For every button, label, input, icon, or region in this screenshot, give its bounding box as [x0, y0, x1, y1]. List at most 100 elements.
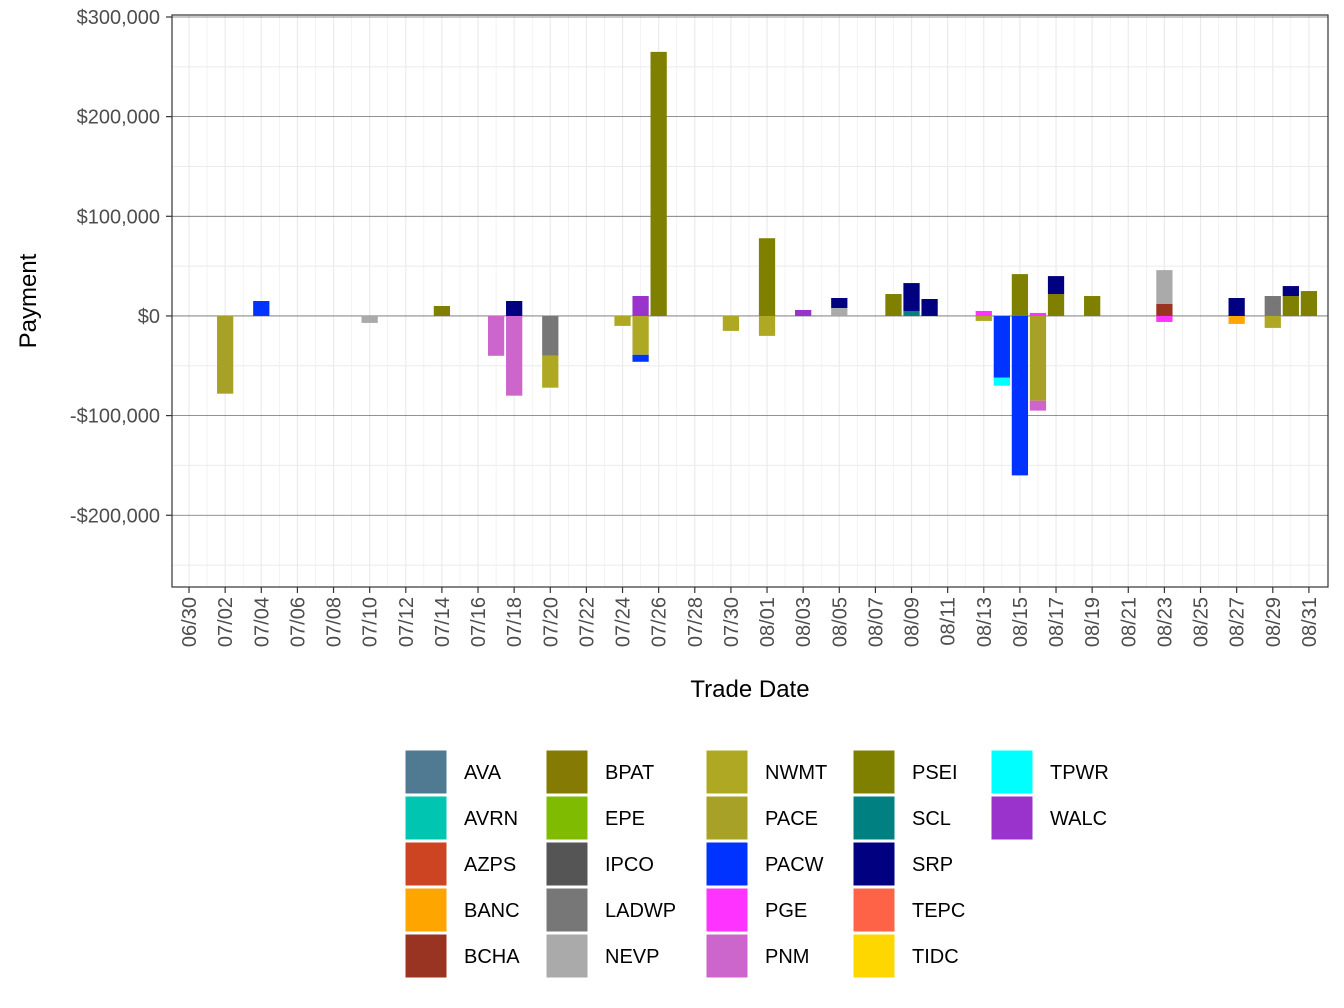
legend-label: LADWP [605, 900, 676, 922]
x-tick-label: 07/16 [468, 597, 490, 647]
y-tick-label: $300,000 [77, 7, 160, 29]
legend-swatch-pacw [705, 841, 749, 887]
x-tick-label: 08/27 [1227, 597, 1249, 647]
bar-segment-nwmt [1264, 315, 1281, 328]
bar-segment-walc [795, 309, 812, 316]
y-tick-label: $200,000 [77, 107, 160, 129]
legend-swatch-walc [990, 795, 1034, 841]
legend-swatch-banc [404, 887, 448, 933]
x-tick-label: 08/31 [1299, 597, 1321, 647]
x-tick-label: 08/15 [1010, 597, 1032, 647]
legend-swatch-pnm [705, 933, 749, 979]
x-tick-label: 08/05 [829, 597, 851, 647]
legend-swatch-tidc [852, 933, 896, 979]
bar-segment-ladwp [542, 315, 559, 356]
x-tick-label: 07/18 [504, 597, 526, 647]
bar-segment-nevp [1156, 270, 1173, 304]
legend-swatch-ava [404, 749, 448, 795]
bar-segment-nevp [361, 315, 378, 323]
legend-swatch-psei [852, 749, 896, 795]
bar-segment-pnm [506, 315, 523, 396]
bar-segment-srp [506, 301, 523, 316]
legend-label: PACW [765, 854, 824, 876]
bar-segment-psei [1084, 296, 1101, 316]
legend-label: TPWR [1050, 762, 1109, 784]
bar-segment-psei [1011, 274, 1029, 316]
bar-segment-nwmt [975, 315, 992, 321]
bar-segment-psei [1300, 291, 1318, 316]
bar-segment-pacw [632, 354, 649, 362]
plot-panel [172, 15, 1328, 587]
legend-label: PSEI [912, 762, 958, 784]
x-tick-label: 07/30 [721, 597, 743, 647]
legend-label: BPAT [605, 762, 654, 784]
bar-segment-nwmt [722, 315, 740, 331]
bar-segment-nevp [831, 307, 848, 316]
y-axis-title: Payment [15, 253, 42, 348]
legend-swatch-epe [545, 795, 589, 841]
x-tick-label: 08/17 [1046, 597, 1068, 647]
x-tick-label: 08/21 [1118, 597, 1140, 647]
x-tick-label: 07/26 [649, 597, 671, 647]
bar-segment-pacw [253, 301, 270, 316]
x-tick-label: 07/28 [685, 597, 707, 647]
legend-label: TEPC [912, 900, 965, 922]
x-tick-label: 07/06 [287, 597, 309, 647]
panel-background [172, 15, 1328, 587]
x-tick-label: 06/30 [179, 597, 201, 647]
legend-swatch-pge [705, 887, 749, 933]
x-tick-label: 07/20 [540, 597, 562, 647]
y-tick-label: $0 [138, 306, 160, 328]
legend-label: AVA [464, 762, 502, 784]
x-tick-label: 08/13 [974, 597, 996, 647]
legend-label: AZPS [464, 854, 516, 876]
bar-segment-pge [1029, 312, 1047, 316]
x-tick-label: 08/25 [1191, 597, 1213, 647]
legend-swatch-pace [705, 795, 749, 841]
bar-segment-psei [1282, 296, 1299, 316]
legend-swatch-avrn [404, 795, 448, 841]
legend-label: NWMT [765, 762, 827, 784]
x-axis: 06/30 07/02 07/04 07/06 07/08 07/10 07/12 07/14… [179, 587, 1321, 647]
bar-segment-psei [758, 238, 776, 316]
bar-segment-psei [1047, 294, 1065, 316]
legend-label: NEVP [605, 946, 659, 968]
legend-label: SCL [912, 808, 951, 830]
legend-label: EPE [605, 808, 645, 830]
legend: AVA AVRN AZPS BANC BCHA BPAT EPE IPCO LADWP NEVP N… [404, 749, 1109, 979]
legend-label: PNM [765, 946, 809, 968]
bar-segment-srp [831, 298, 848, 308]
x-tick-label: 08/09 [902, 597, 924, 647]
bars-layer [217, 51, 1318, 476]
bar-segment-srp [903, 283, 920, 311]
legend-label: AVRN [464, 808, 518, 830]
bar-segment-srp [1228, 298, 1245, 316]
bar-segment-banc [1228, 315, 1245, 324]
legend-label: WALC [1050, 808, 1107, 830]
x-tick-label: 07/22 [576, 597, 598, 647]
x-tick-label: 08/03 [793, 597, 815, 647]
bar-segment-walc [632, 296, 649, 316]
bar-segment-tpwr [993, 377, 1010, 386]
bar-segment-psei [650, 51, 667, 316]
bar-segment-pace [217, 315, 234, 394]
legend-swatch-ipco [545, 841, 589, 887]
x-tick-label: 08/19 [1082, 597, 1104, 647]
y-tick-label: -$200,000 [70, 505, 160, 527]
bar-segment-ladwp [1264, 296, 1281, 316]
panel-border [171, 14, 1329, 588]
bar-segment-srp [1282, 286, 1299, 297]
bar-segment-psei [433, 305, 451, 316]
legend-swatch-nwmt [705, 749, 749, 795]
legend-swatch-scl [852, 795, 896, 841]
legend-label: PGE [765, 900, 807, 922]
x-tick-label: 07/08 [324, 597, 346, 647]
bar-segment-srp [1047, 276, 1065, 295]
legend-label: IPCO [605, 854, 654, 876]
legend-swatch-nevp [545, 933, 589, 979]
bar-segment-pnm [487, 315, 505, 356]
legend-swatch-bcha [404, 933, 448, 979]
legend-swatch-azps [404, 841, 448, 887]
x-tick-label: 07/24 [613, 597, 635, 647]
